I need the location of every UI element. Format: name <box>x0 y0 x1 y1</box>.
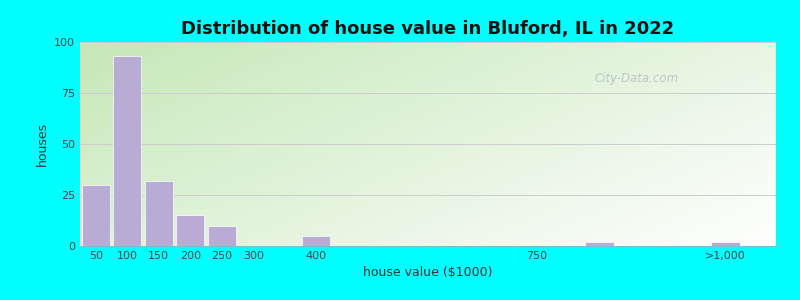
Bar <box>207 226 236 246</box>
Bar <box>711 242 740 246</box>
Bar <box>176 215 204 246</box>
Title: Distribution of house value in Bluford, IL in 2022: Distribution of house value in Bluford, … <box>182 20 674 38</box>
Bar <box>145 181 173 246</box>
Bar <box>586 242 614 246</box>
Bar <box>113 56 142 246</box>
Bar <box>302 236 330 246</box>
Y-axis label: houses: houses <box>35 122 49 166</box>
Text: City-Data.com: City-Data.com <box>594 72 679 85</box>
X-axis label: house value ($1000): house value ($1000) <box>363 266 493 279</box>
Bar <box>82 185 110 246</box>
